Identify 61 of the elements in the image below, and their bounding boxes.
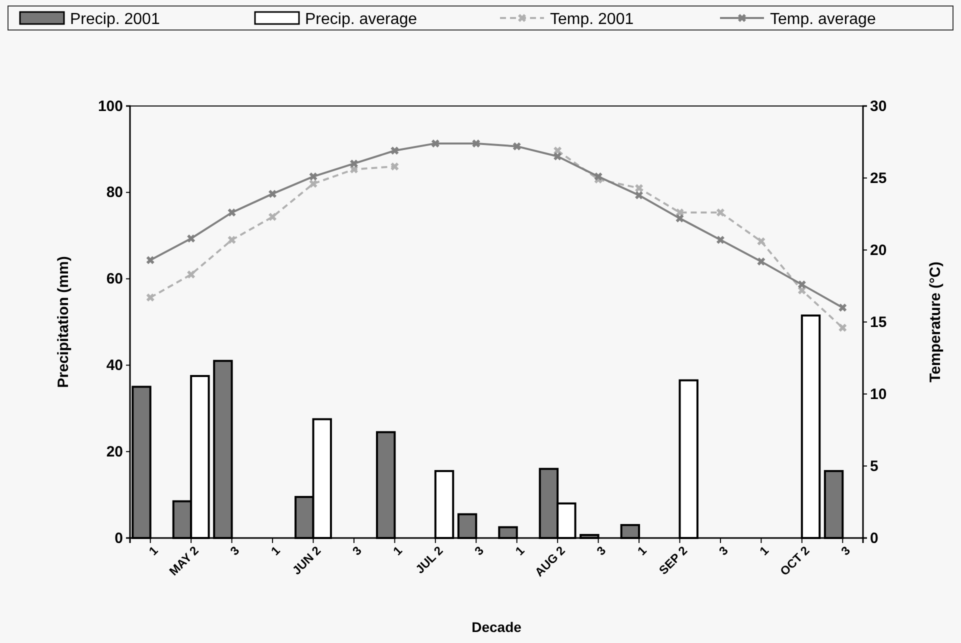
x-tick-label: 3 — [594, 543, 609, 558]
point — [838, 304, 847, 312]
legend-label: Precip. average — [305, 11, 418, 28]
point — [716, 236, 724, 244]
point — [390, 146, 399, 155]
point — [350, 160, 358, 168]
y2-axis-title: Temperature (°C) — [927, 262, 944, 382]
x-axis-title: Decade — [472, 619, 522, 635]
y-tick-label: 0 — [114, 530, 123, 547]
point — [838, 324, 847, 332]
x-tick-label: 3 — [716, 543, 732, 558]
point — [757, 258, 766, 266]
x-tick-label: 1 — [756, 543, 772, 558]
point — [635, 184, 644, 192]
legend-label: Temp. 2001 — [550, 11, 634, 28]
y2-tick-label: 15 — [870, 314, 887, 331]
point — [228, 208, 236, 217]
point — [676, 214, 684, 222]
x-tick-label: 1 — [512, 543, 528, 558]
x-tick-label: 1 — [634, 543, 650, 558]
x-tick-label: 3 — [228, 543, 242, 558]
point — [594, 172, 602, 181]
point — [512, 142, 521, 150]
y2-tick-label: 10 — [870, 386, 887, 403]
point — [146, 256, 154, 264]
x-tick-label: 1 — [268, 543, 284, 558]
y2-tick-label: 0 — [870, 530, 878, 547]
point — [309, 180, 318, 188]
legend-label: Precip. 2001 — [70, 11, 160, 28]
y2-tick-label: 25 — [870, 170, 887, 187]
point — [187, 234, 196, 242]
x-tick-label: JUL 2 — [412, 543, 446, 576]
point — [554, 152, 562, 160]
point — [309, 172, 318, 181]
point — [268, 190, 277, 198]
point — [472, 139, 480, 148]
y-tick-label: 80 — [106, 184, 123, 202]
point — [146, 294, 154, 302]
x-tick-label: 3 — [350, 543, 365, 558]
point — [228, 236, 236, 244]
point — [390, 162, 399, 170]
y2-tick-label: 20 — [870, 242, 887, 259]
y2-tick-label: 30 — [870, 98, 887, 115]
point — [187, 270, 196, 278]
y-tick-label: 100 — [98, 98, 123, 115]
y-tick-label: 40 — [106, 357, 123, 374]
x-tick-label: 3 — [472, 543, 487, 558]
point — [716, 208, 724, 217]
x-tick-label: 3 — [838, 543, 854, 558]
x-tick-label: 1 — [390, 543, 406, 558]
x-tick-label: 1 — [146, 543, 161, 558]
point — [635, 191, 644, 200]
y-tick-label: 60 — [106, 270, 123, 288]
point — [431, 139, 440, 148]
point — [757, 237, 766, 246]
legend-label: Temp. average — [770, 11, 876, 28]
y-axis-title: Precipitation (mm) — [55, 256, 72, 388]
y2-tick-label: 5 — [870, 458, 878, 475]
point — [268, 212, 277, 221]
point — [798, 280, 806, 289]
y-tick-label: 20 — [106, 443, 123, 460]
